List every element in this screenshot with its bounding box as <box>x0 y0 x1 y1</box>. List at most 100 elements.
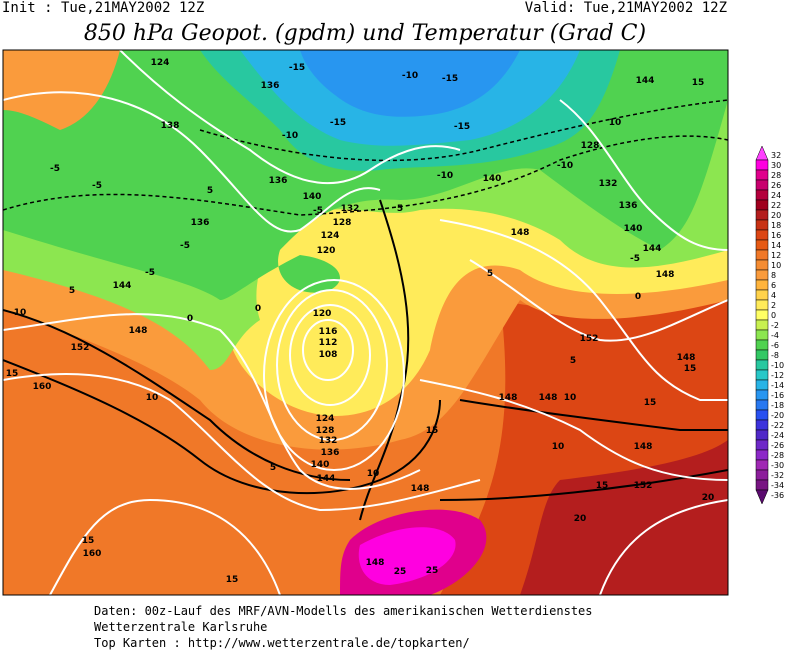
contour-label: 152 <box>580 334 599 344</box>
colorbar-cell <box>755 369 769 381</box>
colorbar-cell <box>755 389 769 401</box>
footer-line: Top Karten : http://www.wetterzentrale.d… <box>94 636 470 650</box>
colorbar-cell <box>755 409 769 421</box>
contour-label: 148 <box>656 270 675 280</box>
colorbar-cell <box>755 329 769 341</box>
contour-label: 160 <box>83 549 102 559</box>
contour-label: 0 <box>187 314 193 324</box>
contour-label: 124 <box>151 58 170 68</box>
colorbar-cell <box>755 379 769 391</box>
contour-label: 132 <box>599 179 618 189</box>
contour-label: 25 <box>426 566 439 576</box>
colorbar-label: 8 <box>771 271 776 280</box>
contour-label: 10 <box>552 442 565 452</box>
colorbar-label: -32 <box>771 471 784 480</box>
contour-label: -15 <box>330 118 346 128</box>
colorbar-cell <box>755 229 769 241</box>
colorbar-cell <box>755 459 769 471</box>
colorbar-label: 24 <box>771 191 781 200</box>
contour-label: 132 <box>319 436 338 446</box>
colorbar-cell <box>755 289 769 301</box>
contour-label: 108 <box>319 350 338 360</box>
contour-label: 5 <box>69 286 75 296</box>
contour-label: 128 <box>581 141 600 151</box>
contour-label: 148 <box>411 484 430 494</box>
contour-label: 20 <box>702 493 715 503</box>
contour-label: 124 <box>316 414 335 424</box>
contour-label: 15 <box>82 536 95 546</box>
footer-line: Daten: 00z-Lauf des MRF/AVN-Modells des … <box>94 604 593 618</box>
colorbar: 32302826242220181614121086420-2-4-6-8-10… <box>755 145 784 505</box>
colorbar-cell <box>755 159 769 171</box>
contour-label: 128 <box>316 426 335 436</box>
contour-label: -5 <box>180 241 190 251</box>
colorbar-label: -36 <box>771 491 784 500</box>
contour-label: 152 <box>71 343 90 353</box>
warm-corner <box>3 50 120 130</box>
contour-label: 152 <box>634 481 653 491</box>
contour-label: -10 <box>557 161 573 171</box>
colorbar-cell <box>755 359 769 371</box>
contour-label: 25 <box>394 567 407 577</box>
contour-label: 112 <box>319 338 338 348</box>
contour-label: 148 <box>511 228 530 238</box>
colorbar-cell <box>755 309 769 321</box>
contour-label: -5 <box>50 164 60 174</box>
contour-label: 15 <box>692 78 705 88</box>
colorbar-cell <box>755 169 769 181</box>
title: 850 hPa Geopot. (gpdm) und Temperatur (G… <box>84 21 646 46</box>
contour-label: 10 <box>146 393 159 403</box>
colorbar-label: 20 <box>771 211 781 220</box>
colorbar-label: 16 <box>771 231 781 240</box>
deep-frost-area <box>300 50 520 117</box>
colorbar-cell <box>755 439 769 451</box>
contour-label: 15 <box>596 481 609 491</box>
contour-label: 15 <box>426 426 439 436</box>
colorbar-label: -28 <box>771 451 784 460</box>
contour-label: -5 <box>630 254 640 264</box>
contour-label: 5 <box>207 186 213 196</box>
contour-label: 140 <box>624 224 643 234</box>
contour-label: 140 <box>483 174 502 184</box>
contour-label: 132 <box>341 204 360 214</box>
extreme-core <box>358 527 456 585</box>
colorbar-label: -16 <box>771 391 784 400</box>
colorbar-cell <box>755 239 769 251</box>
contour-label: -10 <box>282 131 298 141</box>
contour-label: -5 <box>313 206 323 216</box>
colorbar-label: -12 <box>771 371 784 380</box>
colorbar-label: -8 <box>771 351 779 360</box>
colorbar-cell <box>755 189 769 201</box>
colorbar-label: -6 <box>771 341 779 350</box>
isotherm <box>3 135 728 216</box>
colorbar-label: 0 <box>771 311 776 320</box>
contour-label: 5 <box>397 204 403 214</box>
contour-label: 20 <box>574 514 587 524</box>
contour-label: 15 <box>6 369 19 379</box>
contour-label: 140 <box>311 460 330 470</box>
footer: Daten: 00z-Lauf des MRF/AVN-Modells des … <box>94 604 593 650</box>
contour-label: -10 <box>437 171 453 181</box>
contour-label: 0 <box>255 304 261 314</box>
colorbar-label: 26 <box>771 181 781 190</box>
colorbar-label: 10 <box>771 261 781 270</box>
contour-label: 148 <box>129 326 148 336</box>
contour-label: 136 <box>191 218 210 228</box>
contour-label: -15 <box>454 122 470 132</box>
init-time: Init : Tue,21MAY2002 12Z <box>2 0 204 16</box>
colorbar-label: 4 <box>771 291 776 300</box>
contour-label: -5 <box>92 181 102 191</box>
contour-label: 128 <box>333 218 352 228</box>
colorbar-label: 32 <box>771 151 781 160</box>
colorbar-label: -22 <box>771 421 784 430</box>
contour-label: 140 <box>303 192 322 202</box>
contour-label: -5 <box>145 268 155 278</box>
colorbar-label: 22 <box>771 201 781 210</box>
isotherm <box>459 399 728 431</box>
valid-time: Valid: Tue,21MAY2002 12Z <box>525 0 727 16</box>
contour-label: 136 <box>269 176 288 186</box>
colorbar-cell <box>755 479 769 491</box>
colorbar-cell <box>755 469 769 481</box>
colorbar-label: 18 <box>771 221 781 230</box>
